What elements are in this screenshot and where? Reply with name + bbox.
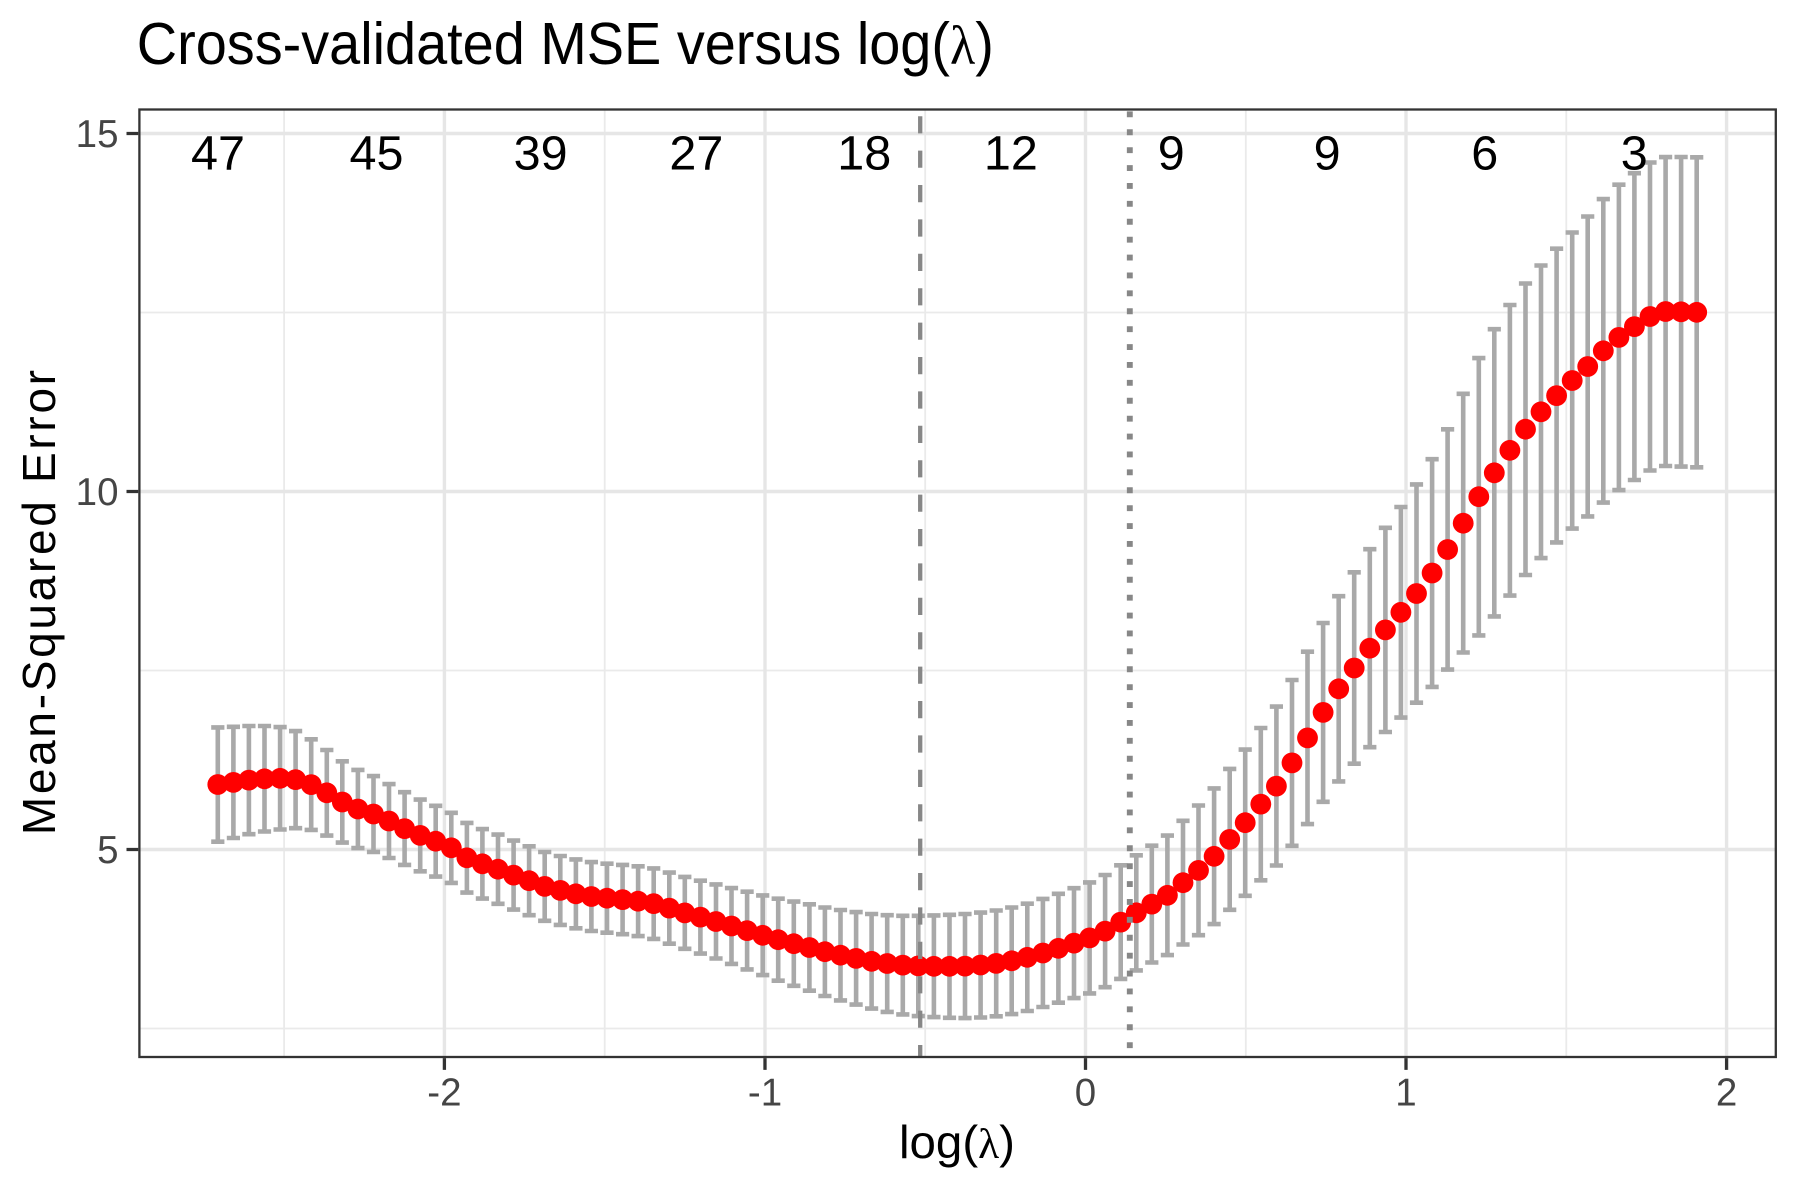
svg-text:2: 2	[1716, 1072, 1737, 1115]
svg-text:5: 5	[97, 829, 118, 872]
svg-text:10: 10	[76, 471, 119, 514]
svg-text:0: 0	[1075, 1072, 1096, 1115]
svg-text:45: 45	[350, 126, 404, 180]
svg-text:47: 47	[191, 126, 245, 180]
svg-text:15: 15	[76, 113, 119, 156]
svg-text:3: 3	[1621, 126, 1648, 180]
svg-text:-1: -1	[748, 1072, 782, 1115]
svg-text:9: 9	[1314, 126, 1341, 180]
svg-text:18: 18	[837, 126, 891, 180]
svg-text:27: 27	[669, 126, 723, 180]
svg-text:6: 6	[1471, 126, 1498, 180]
svg-text:12: 12	[984, 126, 1038, 180]
svg-text:Mean-Squared Error: Mean-Squared Error	[13, 367, 65, 835]
svg-text:1: 1	[1395, 1072, 1416, 1115]
svg-text:log(λ): log(λ)	[899, 1116, 1015, 1168]
svg-text:9: 9	[1158, 126, 1185, 180]
svg-text:Cross-validated MSE versus log: Cross-validated MSE versus log(λ)	[137, 11, 994, 77]
svg-text:39: 39	[514, 126, 568, 180]
svg-text:-2: -2	[427, 1072, 461, 1115]
